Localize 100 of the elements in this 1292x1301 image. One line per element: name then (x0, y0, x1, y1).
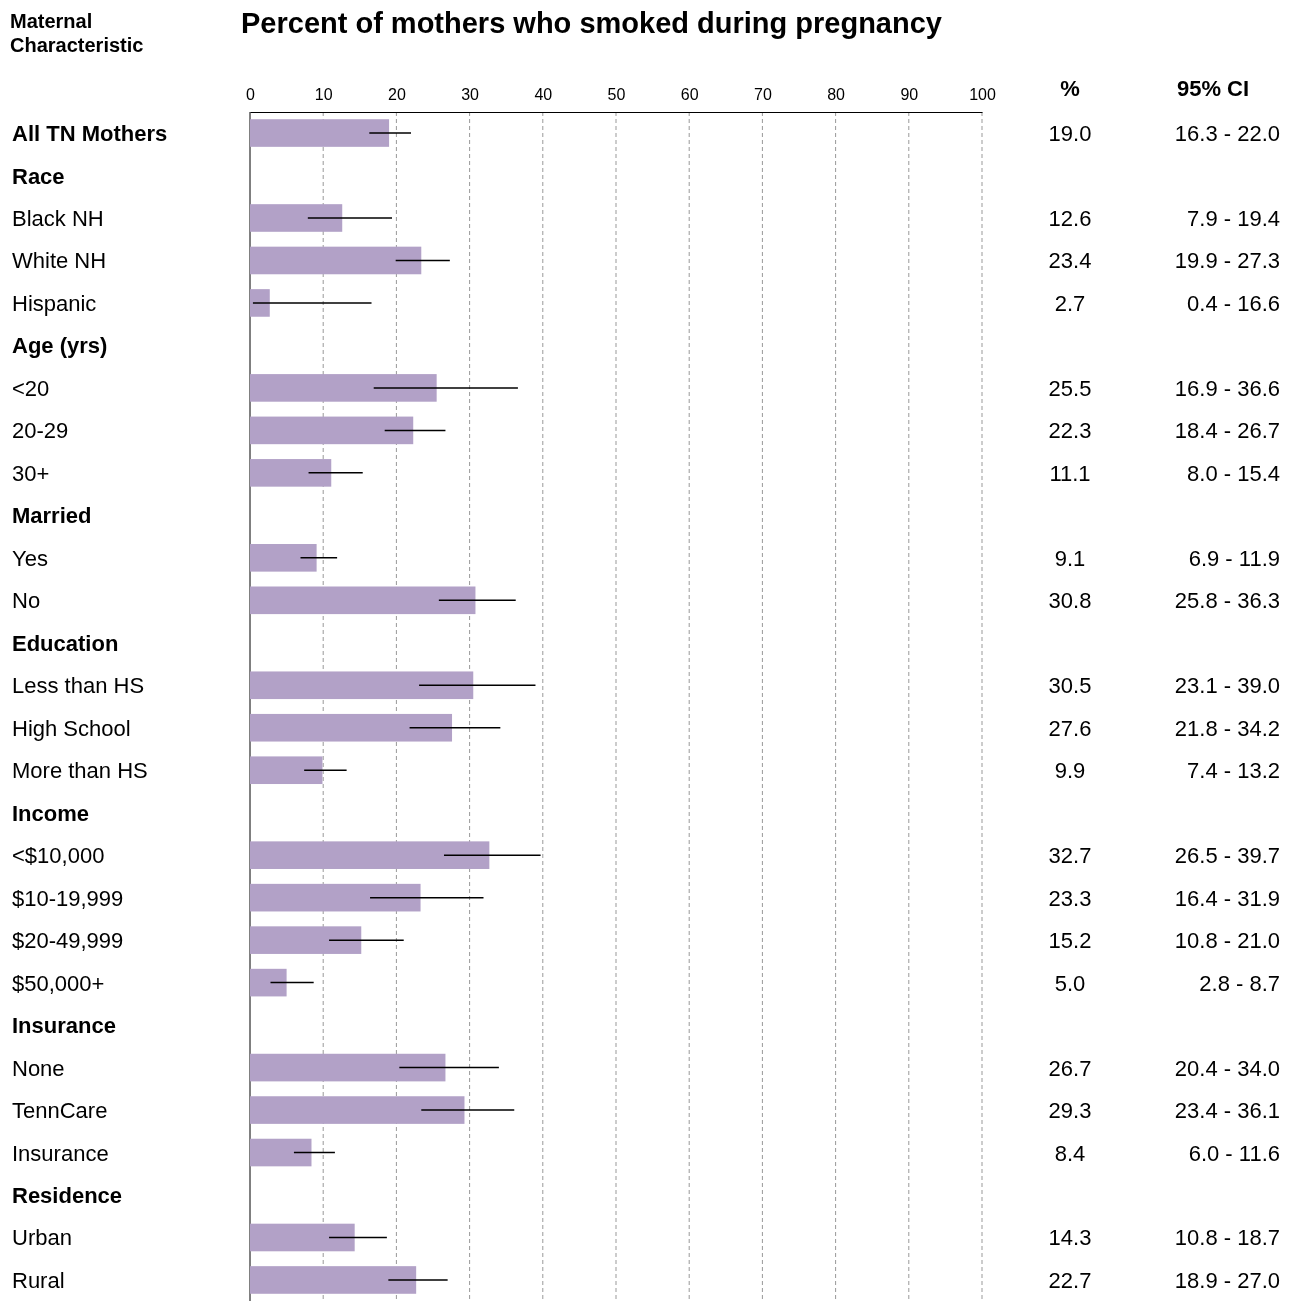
x-tick-label: 0 (246, 86, 256, 103)
bar (250, 374, 437, 402)
data-label: 30.8 (1048, 588, 1092, 614)
text: 10.8 - 18.7 (1174, 1225, 1280, 1251)
bar (250, 841, 490, 869)
text: 20.4 - 34.0 (1174, 1055, 1280, 1081)
bar (250, 1223, 355, 1252)
y-tick-label: Race (12, 163, 65, 189)
data-label: 22.7 (1048, 1267, 1092, 1293)
x-tick-label: 90 (900, 86, 919, 103)
x-tick-label: 100 (969, 86, 996, 103)
bar (250, 671, 474, 700)
text: 7.4 - 13.2 (1187, 758, 1280, 784)
y-tick-label: 20-29 (12, 418, 69, 444)
text: 16.3 - 22.0 (1174, 121, 1280, 147)
bar (250, 204, 343, 232)
bar (250, 968, 287, 997)
y-tick-label: Education (12, 630, 119, 656)
y-tick-label: 30+ (12, 460, 50, 486)
text: 7.9 - 19.4 (1187, 205, 1280, 231)
bar (250, 544, 317, 572)
data-label: 19.0 (1048, 121, 1092, 147)
data-label: 15.2 (1048, 928, 1092, 954)
x-tick-label: 70 (754, 86, 772, 103)
data-label: 27.6 (1048, 715, 1092, 741)
text: 26.5 - 39.7 (1174, 843, 1280, 869)
data-label: 29.3 (1048, 1098, 1092, 1124)
text: 18.9 - 27.0 (1174, 1267, 1280, 1293)
text: 6.0 - 11.6 (1188, 1140, 1280, 1166)
y-tick-label: White NH (12, 248, 107, 274)
data-label: 23.4 (1048, 248, 1092, 274)
y-tick-label: Income (12, 800, 90, 826)
text: 18.4 - 26.7 (1174, 418, 1280, 444)
y-tick-label: Less than HS (12, 673, 145, 699)
x-tick-label: 60 (680, 86, 699, 103)
x-tick-label: 10 (314, 86, 333, 103)
bar (250, 1138, 312, 1167)
data-label: 12.6 (1048, 205, 1092, 231)
bar (250, 1053, 446, 1082)
y-tick-label: <$10,000 (12, 843, 105, 869)
chart-title: Percent of mothers who smoked during pregnancy (241, 7, 942, 39)
text: 16.4 - 31.9 (1174, 885, 1280, 911)
text: 2.8 - 8.7 (1199, 970, 1280, 996)
data-label: 11.1 (1049, 460, 1091, 486)
y-tick-label: None (12, 1055, 65, 1081)
bar (250, 713, 453, 742)
bar (250, 1096, 465, 1124)
x-tick-label: 20 (388, 86, 406, 103)
bar (250, 883, 421, 912)
y-tick-label: Black NH (12, 205, 104, 231)
y-tick-label: $10-19,999 (12, 885, 124, 911)
data-label: 5.0 (1054, 970, 1086, 996)
data-label: 8.4 (1054, 1140, 1086, 1166)
text: 8.0 - 15.4 (1187, 460, 1280, 486)
data-label: 22.3 (1048, 418, 1092, 444)
data-label: 30.5 (1048, 673, 1092, 699)
data-label: 23.3 (1048, 885, 1092, 911)
text: 10.8 - 21.0 (1174, 928, 1280, 954)
y-tick-label: All TN Mothers (12, 121, 168, 147)
bar (250, 246, 422, 275)
y-tick-label: Yes (12, 545, 48, 571)
text: 95% CI (1176, 76, 1250, 101)
y-tick-label: $50,000+ (12, 970, 105, 996)
data-label: 32.7 (1048, 843, 1092, 869)
y-tick-label: TennCare (12, 1098, 108, 1124)
y-tick-label: No (12, 588, 41, 614)
y-axis-title: Maternal Characteristic (10, 10, 144, 56)
text: 19.9 - 27.3 (1174, 248, 1280, 274)
x-tick-label: 30 (461, 86, 480, 103)
bar (250, 586, 476, 615)
x-tick-label: 50 (607, 86, 626, 103)
data-label: 9.9 (1054, 758, 1086, 784)
y-tick-label: Insurance (12, 1140, 109, 1166)
bar (250, 416, 414, 445)
y-tick-label: High School (12, 715, 131, 741)
data-label: 25.5 (1048, 375, 1092, 401)
y-tick-label: Rural (12, 1267, 65, 1293)
y-tick-label: Residence (12, 1183, 123, 1209)
text: 0.4 - 16.6 (1187, 290, 1280, 316)
data-label: 2.7 (1054, 290, 1086, 316)
y-tick-label: Age (yrs) (12, 333, 108, 359)
text: 21.8 - 34.2 (1174, 715, 1280, 741)
data-label: 9.1 (1054, 545, 1086, 571)
y-tick-label: <20 (12, 375, 50, 401)
data-label: 14.3 (1048, 1225, 1092, 1251)
x-tick-label: 80 (827, 86, 846, 103)
y-tick-label: Hispanic (12, 290, 97, 316)
y-tick-label: Married (12, 503, 92, 529)
bar (250, 926, 362, 954)
bar (250, 119, 390, 147)
y-tick-label: More than HS (12, 758, 148, 784)
text: 16.9 - 36.6 (1174, 375, 1280, 401)
data-label: 26.7 (1048, 1055, 1092, 1081)
y-tick-label: Insurance (12, 1013, 116, 1039)
text: % (1060, 76, 1080, 101)
x-tick-label: 40 (534, 86, 553, 103)
y-tick-label: $20-49,999 (12, 928, 124, 954)
text: 6.9 - 11.9 (1188, 545, 1280, 571)
y-tick-label: Urban (12, 1225, 72, 1251)
text: 23.1 - 39.0 (1174, 673, 1280, 699)
